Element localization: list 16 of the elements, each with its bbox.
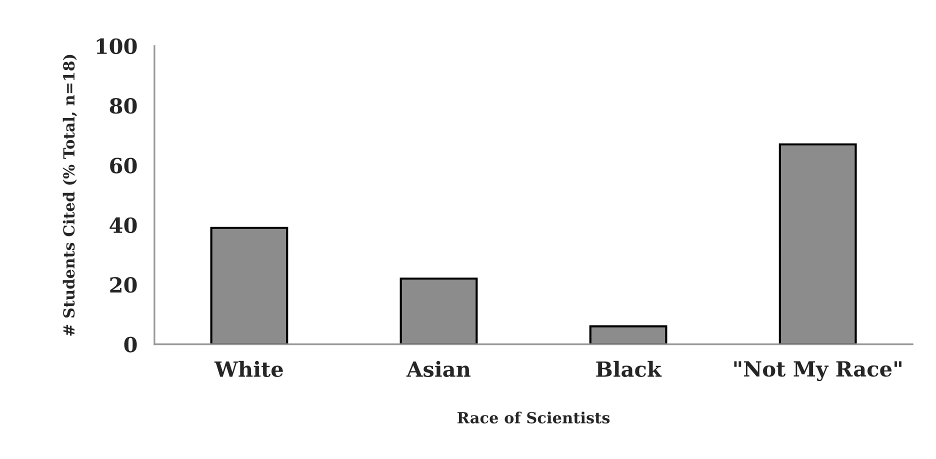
x-axis-title: Race of Scientists	[458, 412, 610, 424]
bar	[210, 226, 288, 344]
bar	[400, 278, 478, 344]
x-tick-label: "Not My Race"	[734, 361, 902, 382]
bar	[778, 143, 857, 344]
y-tick-label: 60	[110, 158, 137, 174]
y-tick-label: 80	[110, 98, 137, 114]
y-axis-title: # Students Cited (% Total, n=18)	[62, 54, 77, 336]
y-tick-label: 40	[110, 217, 137, 234]
x-tick-label: White	[214, 360, 283, 378]
y-tick-label: 20	[110, 277, 137, 293]
bar	[589, 325, 668, 344]
x-tick-label: Asian	[406, 360, 470, 378]
x-tick-label: Black	[596, 360, 662, 378]
y-tick-label: 0	[124, 336, 137, 352]
y-tick-label: 100	[96, 38, 137, 54]
